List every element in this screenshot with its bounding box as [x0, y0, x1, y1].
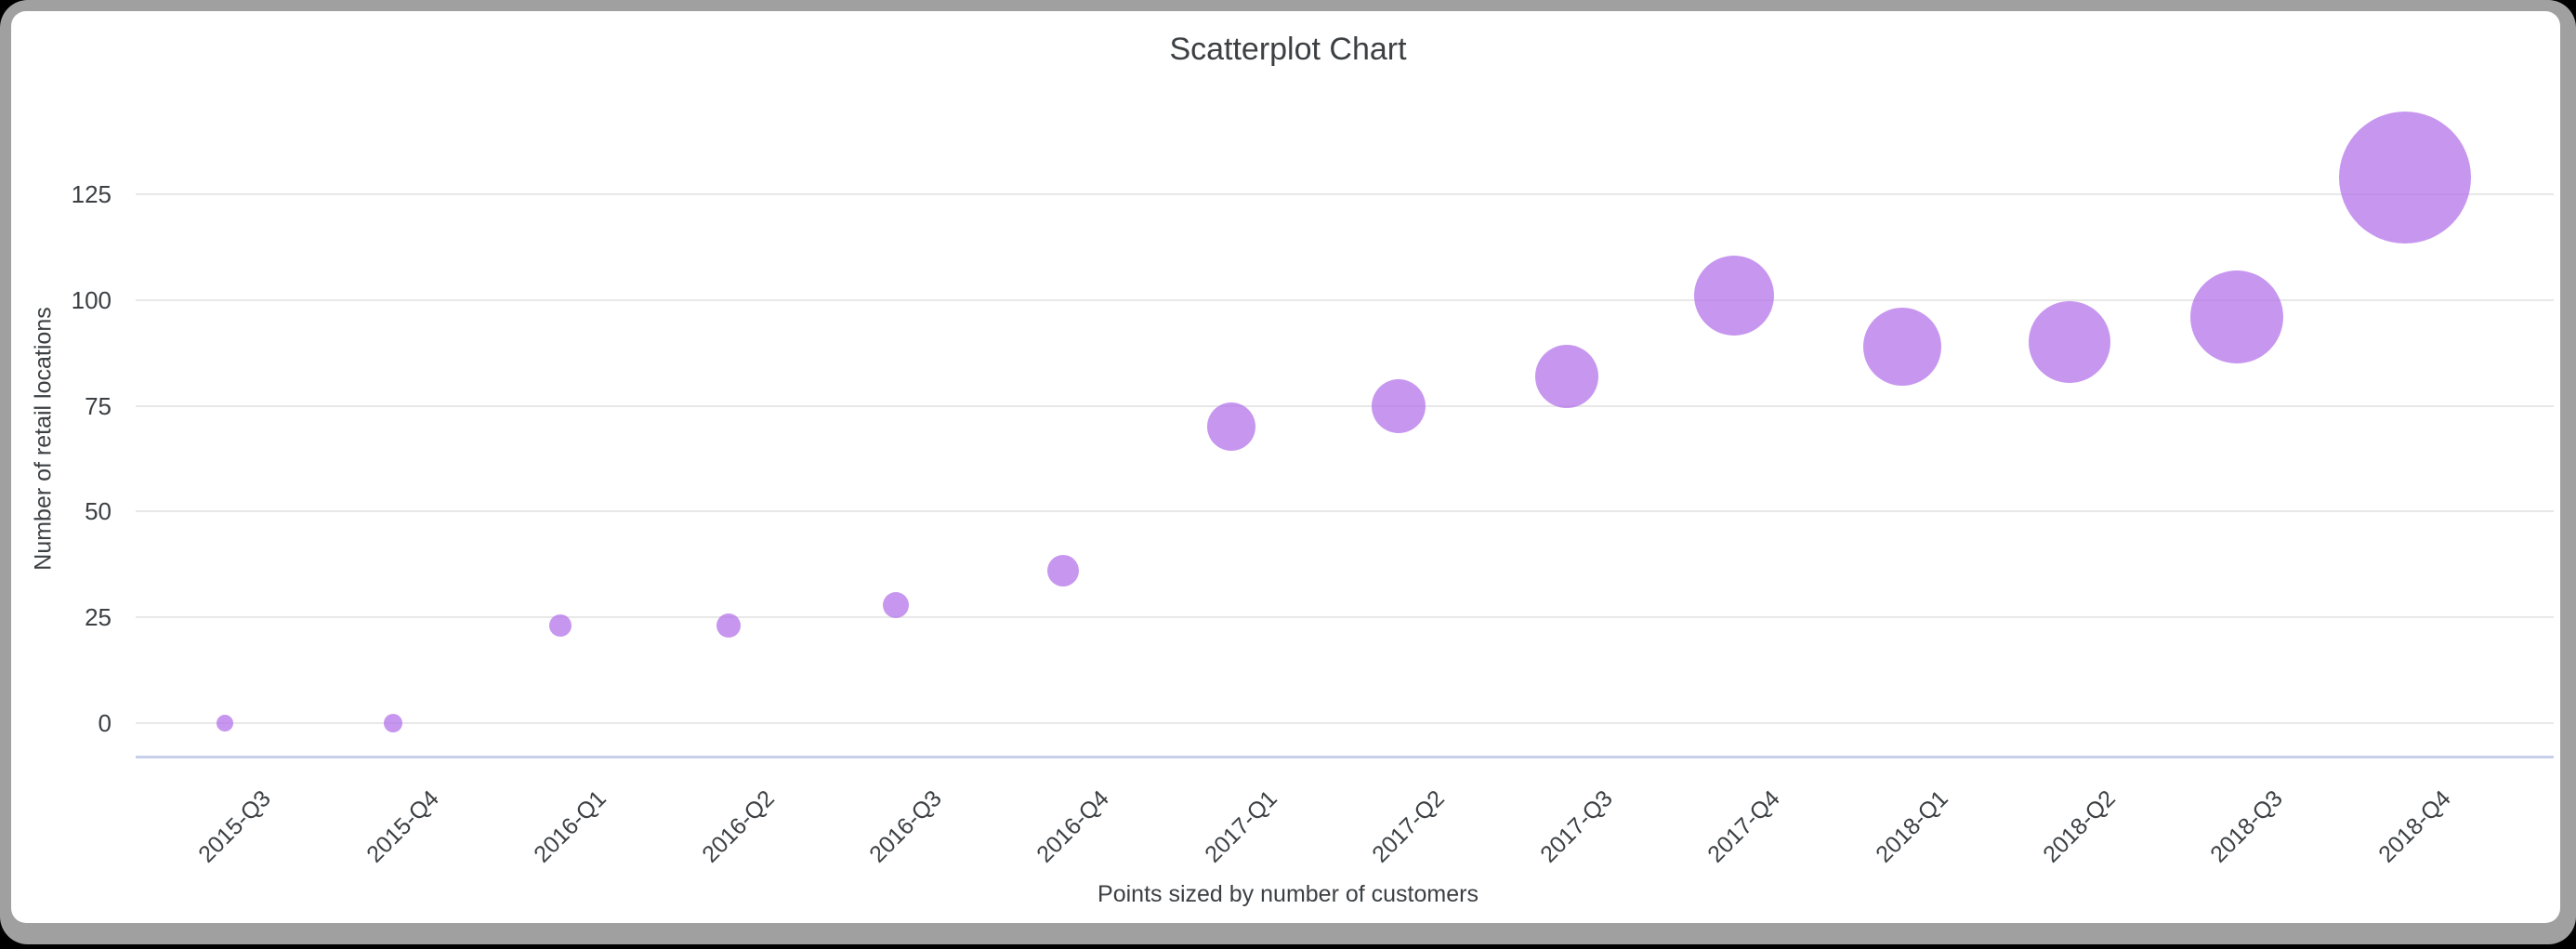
bubble-2017-Q3[interactable]	[1534, 344, 1598, 408]
gridline-100	[136, 298, 2554, 301]
bubble-2015-Q3[interactable]	[217, 715, 234, 732]
y-tick-label-50: 50	[85, 497, 112, 526]
chart-card	[11, 11, 2560, 923]
bubble-2018-Q1[interactable]	[1862, 307, 1941, 386]
gridline-125	[136, 192, 2554, 195]
bubble-2015-Q4[interactable]	[383, 714, 402, 732]
chart-title: Scatterplot Chart	[1169, 32, 1407, 67]
bubble-2016-Q3[interactable]	[882, 591, 909, 618]
gridline-25	[136, 616, 2554, 619]
gridline-0	[136, 722, 2554, 724]
bubble-2017-Q2[interactable]	[1372, 378, 1426, 433]
x-tick-label-2016-Q4: 2016-Q4	[1032, 785, 1115, 868]
x-tick-label-2016-Q3: 2016-Q3	[864, 785, 947, 868]
x-axis-line	[136, 756, 2554, 758]
x-axis-title: Points sized by number of customers	[1097, 881, 1479, 907]
bubble-2017-Q4[interactable]	[1694, 256, 1775, 336]
bubble-2017-Q1[interactable]	[1206, 402, 1255, 452]
bubble-2016-Q2[interactable]	[716, 613, 741, 639]
gridline-50	[136, 510, 2554, 513]
bubble-2018-Q3[interactable]	[2190, 270, 2284, 363]
x-tick-label-2015-Q4: 2015-Q4	[361, 785, 444, 868]
y-tick-label-125: 125	[71, 179, 112, 208]
x-tick-label-2018-Q4: 2018-Q4	[2372, 785, 2456, 868]
x-tick-label-2017-Q2: 2017-Q2	[1367, 785, 1451, 868]
y-tick-label-25: 25	[85, 603, 112, 632]
bubble-2016-Q4[interactable]	[1047, 555, 1080, 587]
y-tick-label-75: 75	[85, 391, 112, 420]
gridline-75	[136, 404, 2554, 407]
x-tick-label-2016-Q2: 2016-Q2	[696, 785, 780, 868]
y-axis-title: Number of retail locations	[30, 307, 57, 571]
y-tick-label-100: 100	[71, 285, 112, 314]
y-tick-label-0: 0	[98, 709, 112, 737]
x-tick-label-2018-Q3: 2018-Q3	[2205, 785, 2289, 868]
x-tick-label-2017-Q3: 2017-Q3	[1534, 785, 1618, 868]
x-tick-label-2017-Q4: 2017-Q4	[1702, 785, 1785, 868]
bubble-2018-Q2[interactable]	[2028, 301, 2110, 384]
bubble-2016-Q1[interactable]	[549, 614, 572, 638]
x-tick-label-2018-Q2: 2018-Q2	[2038, 785, 2121, 868]
x-tick-label-2015-Q3: 2015-Q3	[193, 785, 277, 868]
x-tick-label-2018-Q1: 2018-Q1	[1870, 785, 1953, 868]
bubble-2018-Q4[interactable]	[2338, 111, 2471, 244]
x-tick-label-2017-Q1: 2017-Q1	[1199, 785, 1282, 868]
x-tick-label-2016-Q1: 2016-Q1	[529, 785, 611, 868]
